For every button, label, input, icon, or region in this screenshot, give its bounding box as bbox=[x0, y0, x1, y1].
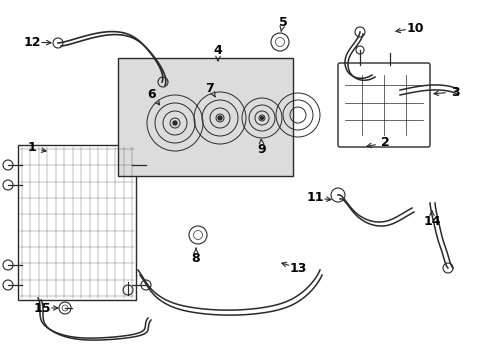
Circle shape bbox=[260, 117, 263, 120]
Text: 10: 10 bbox=[406, 22, 423, 35]
Bar bbox=[118, 58, 292, 176]
Text: 6: 6 bbox=[147, 89, 156, 102]
Text: 5: 5 bbox=[278, 15, 287, 28]
Text: 4: 4 bbox=[213, 44, 222, 57]
Text: 13: 13 bbox=[289, 261, 306, 274]
Text: 1: 1 bbox=[27, 141, 36, 154]
Text: 15: 15 bbox=[33, 301, 51, 315]
Text: 2: 2 bbox=[380, 136, 388, 149]
Text: 14: 14 bbox=[423, 216, 440, 229]
Circle shape bbox=[218, 116, 222, 120]
Circle shape bbox=[173, 121, 177, 125]
Text: 3: 3 bbox=[450, 85, 458, 99]
Text: 8: 8 bbox=[191, 252, 200, 265]
Text: 11: 11 bbox=[305, 192, 323, 204]
Text: 12: 12 bbox=[23, 36, 41, 49]
Bar bbox=[18, 145, 136, 300]
Text: 9: 9 bbox=[257, 144, 266, 157]
Text: 7: 7 bbox=[205, 81, 214, 94]
